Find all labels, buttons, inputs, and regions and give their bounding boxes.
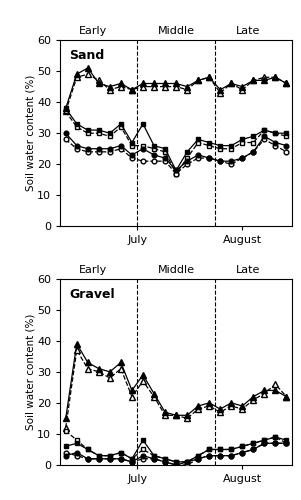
Text: Late: Late — [236, 265, 260, 275]
Text: Middle: Middle — [158, 265, 194, 275]
Text: Middle: Middle — [158, 26, 194, 36]
Text: Early: Early — [79, 26, 107, 36]
Text: Gravel: Gravel — [70, 288, 115, 301]
Text: Late: Late — [236, 26, 260, 36]
Y-axis label: Soil water content (%): Soil water content (%) — [26, 75, 36, 192]
Y-axis label: Soil water content (%): Soil water content (%) — [26, 314, 36, 430]
Text: Early: Early — [79, 265, 107, 275]
Text: Sand: Sand — [70, 50, 105, 62]
